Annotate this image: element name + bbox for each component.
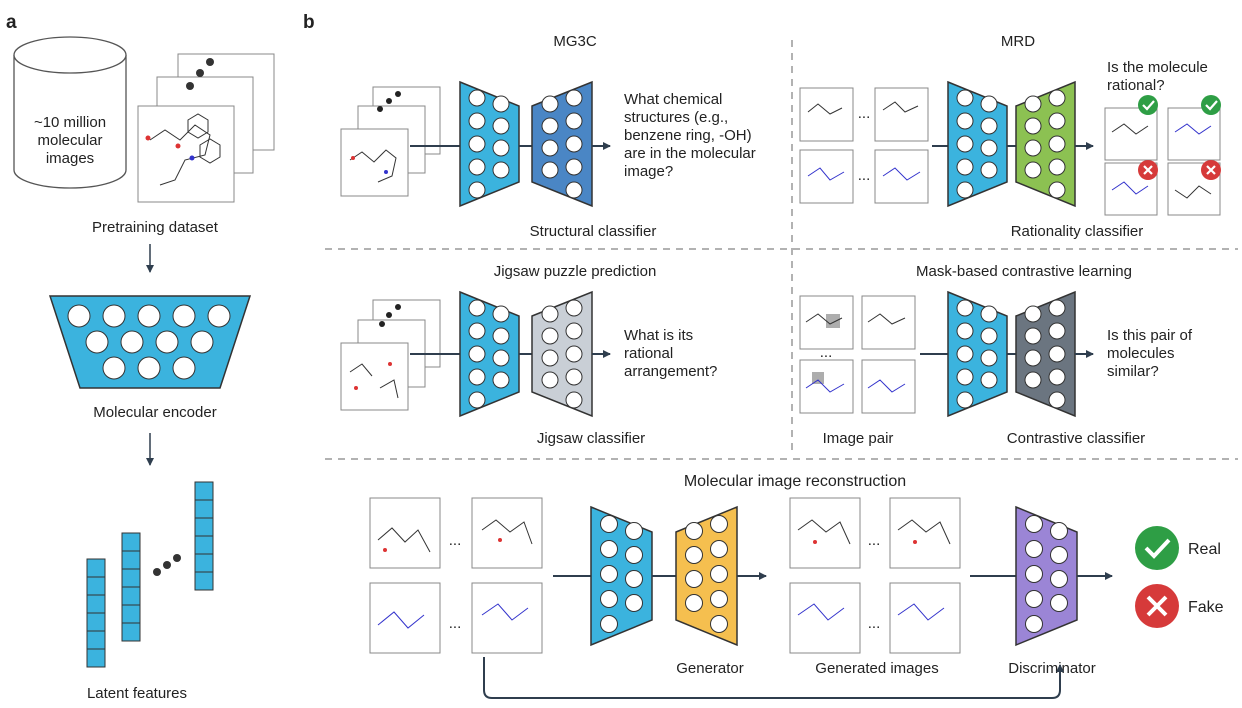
generator-block [675,505,738,647]
real-label: Real [1188,541,1221,558]
generated-ellipsis-bottom: ... [868,615,881,632]
reconstruction-encoder [590,505,653,647]
mg3c-question-line-3: benzene ring, -OH) [624,127,752,144]
cross-icon [1201,160,1221,180]
dataset-line-1: ~10 million [34,114,106,131]
dataset-cylinder [13,36,127,189]
mg3c-title: MG3C [553,33,597,50]
generator-label: Generator [676,660,744,677]
contrastive-question-line-1: Is this pair of [1107,327,1193,344]
structural-classifier-label: Structural classifier [530,223,657,240]
contrastive-question-line-3: similar? [1107,363,1159,380]
image-pair-label: Image pair [823,430,894,447]
latent-feature-vectors [86,481,214,668]
generated-images-label: Generated images [815,660,938,677]
mg3c-encoder [459,80,520,208]
pretraining-dataset-label: Pretraining dataset [92,219,219,236]
contrastive-title: Mask-based contrastive learning [916,263,1132,280]
mg3c-question-line-1: What chemical [624,91,722,108]
mrd-ellipsis-top: ... [858,105,871,122]
check-icon [1138,95,1158,115]
molecular-encoder-block [48,295,252,389]
jigsaw-classifier-block [531,290,593,418]
real-check-icon [1135,526,1179,570]
jigsaw-question-line-3: arrangement? [624,363,717,380]
contrastive-image-pairs [799,295,916,414]
mrd-ellipsis-bottom: ... [858,167,871,184]
molecular-encoder-label: Molecular encoder [93,404,216,421]
dataset-line-2: molecular [37,132,102,149]
structural-classifier-block [531,80,593,208]
jigsaw-question-line-2: rational [624,345,673,362]
check-icon [1201,95,1221,115]
jigsaw-title: Jigsaw puzzle prediction [494,263,657,280]
reconstruction-input-images [369,497,543,654]
contrastive-ellipsis: ... [820,344,833,361]
fake-label: Fake [1188,599,1224,616]
jigsaw-classifier-label: Jigsaw classifier [537,430,645,447]
panel-label-b: b [303,12,315,33]
mrd-title: MRD [1001,33,1035,50]
generated-images [789,497,961,654]
mrd-encoder [947,80,1008,208]
rationality-classifier-label: Rationality classifier [1011,223,1144,240]
jigsaw-encoder [459,290,520,418]
mrd-input-images [799,87,929,204]
contrastive-question-line-2: molecules [1107,345,1175,362]
generated-ellipsis-top: ... [868,532,881,549]
mg3c-question-line-5: image? [624,163,673,180]
contrastive-classifier-label: Contrastive classifier [1007,430,1145,447]
panel-label-a: a [6,12,17,33]
rationality-classifier-block [1015,80,1076,208]
mrd-question-line-2: rational? [1107,77,1165,94]
discriminator-label: Discriminator [1008,660,1096,677]
mrd-question-line-1: Is the molecule [1107,59,1208,76]
latent-features-label: Latent features [87,685,187,702]
cross-icon [1138,160,1158,180]
mrd-output-images [1104,107,1221,216]
dataset-line-3: images [46,150,94,167]
jigsaw-question-line-1: What is its [624,327,693,344]
reconstruction-ellipsis-bottom: ... [449,615,462,632]
mg3c-question-line-2: structures (e.g., [624,109,728,126]
contrastive-encoder [947,290,1008,418]
mg3c-question-line-4: are in the molecular [624,145,756,162]
dataset-image-stack [137,53,275,203]
mg3c-image-stack [340,86,441,197]
discriminator-block [1015,505,1078,647]
reconstruction-ellipsis-top: ... [449,532,462,549]
contrastive-classifier-block [1015,290,1076,418]
fake-cross-icon [1135,584,1179,628]
feedback-arrow [483,657,1064,699]
reconstruction-title: Molecular image reconstruction [684,473,906,490]
jigsaw-image-stack [340,299,441,411]
